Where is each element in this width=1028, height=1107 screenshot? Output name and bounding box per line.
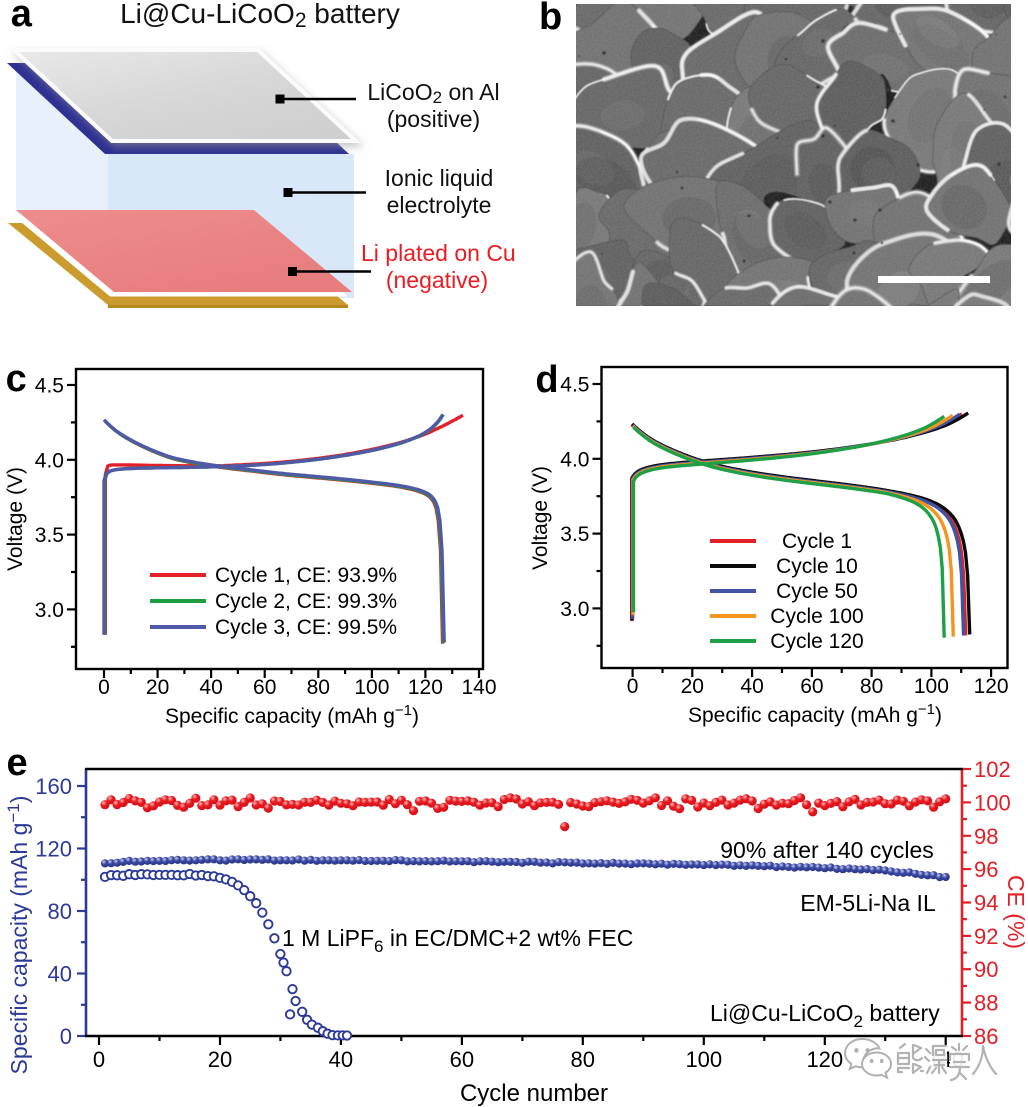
svg-text:Cycle 10: Cycle 10 xyxy=(776,555,858,578)
svg-text:100: 100 xyxy=(914,675,949,698)
svg-text:0: 0 xyxy=(98,676,110,699)
svg-text:Cycle 2, CE: 99.3%: Cycle 2, CE: 99.3% xyxy=(215,590,397,613)
svg-text:94: 94 xyxy=(974,891,998,916)
svg-text:90% after 140 cycles: 90% after 140 cycles xyxy=(720,837,934,863)
svg-text:120: 120 xyxy=(974,675,1009,698)
svg-text:80: 80 xyxy=(860,675,883,698)
svg-text:80: 80 xyxy=(48,899,72,924)
svg-text:40: 40 xyxy=(740,675,763,698)
svg-text:Li@Cu-LiCoO2 battery: Li@Cu-LiCoO2 battery xyxy=(710,1000,940,1031)
svg-text:20: 20 xyxy=(208,1047,232,1072)
svg-text:Cycle 100: Cycle 100 xyxy=(770,605,863,628)
svg-text:4.0: 4.0 xyxy=(35,449,64,472)
svg-text:4.0: 4.0 xyxy=(560,448,589,471)
svg-text:86: 86 xyxy=(974,1024,998,1049)
svg-text:88: 88 xyxy=(974,991,998,1016)
svg-text:Cycle 3, CE: 99.5%: Cycle 3, CE: 99.5% xyxy=(215,616,397,639)
svg-text:CE (%): CE (%) xyxy=(1003,875,1028,949)
svg-text:Cycle 120: Cycle 120 xyxy=(770,630,863,653)
svg-text:Specific capacity (mAh g−1): Specific capacity (mAh g−1) xyxy=(4,796,32,1075)
svg-text:90: 90 xyxy=(974,957,998,982)
svg-text:3.0: 3.0 xyxy=(560,598,589,621)
svg-text:60: 60 xyxy=(253,676,276,699)
svg-text:60: 60 xyxy=(800,675,823,698)
svg-text:120: 120 xyxy=(806,1047,843,1072)
svg-text:102: 102 xyxy=(974,757,1011,782)
svg-text:100: 100 xyxy=(354,676,389,699)
svg-text:4.5: 4.5 xyxy=(35,375,64,398)
svg-text:Specific capacity (mAh g−1): Specific capacity (mAh g−1) xyxy=(165,702,419,728)
svg-text:0: 0 xyxy=(627,675,639,698)
svg-text:3.5: 3.5 xyxy=(35,524,64,547)
svg-text:120: 120 xyxy=(408,676,443,699)
svg-text:4.5: 4.5 xyxy=(560,374,589,397)
svg-text:96: 96 xyxy=(974,857,998,882)
svg-text:100: 100 xyxy=(974,790,1011,815)
svg-text:140: 140 xyxy=(461,676,496,699)
svg-text:3.5: 3.5 xyxy=(560,523,589,546)
svg-text:120: 120 xyxy=(35,837,72,862)
svg-text:100: 100 xyxy=(685,1047,722,1072)
svg-text:160: 160 xyxy=(35,774,72,799)
svg-text:40: 40 xyxy=(199,676,222,699)
svg-text:Voltage (V): Voltage (V) xyxy=(4,467,27,571)
svg-text:Cycle 1, CE: 93.9%: Cycle 1, CE: 93.9% xyxy=(215,564,397,587)
svg-text:Cycle number: Cycle number xyxy=(460,1080,608,1107)
svg-text:40: 40 xyxy=(329,1047,353,1072)
svg-text:Voltage (V): Voltage (V) xyxy=(529,466,552,570)
svg-text:80: 80 xyxy=(571,1047,595,1072)
svg-text:40: 40 xyxy=(48,962,72,987)
svg-text:EM-5Li-Na IL: EM-5Li-Na IL xyxy=(800,890,936,916)
svg-text:60: 60 xyxy=(450,1047,474,1072)
svg-text:80: 80 xyxy=(307,676,330,699)
svg-text:0: 0 xyxy=(60,1024,72,1049)
svg-text:1 M LiPF6 in EC/DMC+2 wt% FEC: 1 M LiPF6 in EC/DMC+2 wt% FEC xyxy=(282,925,633,956)
svg-text:Cycle 1: Cycle 1 xyxy=(782,530,852,553)
svg-text:98: 98 xyxy=(974,824,998,849)
svg-text:Specific capacity (mAh g−1): Specific capacity (mAh g−1) xyxy=(688,701,942,727)
svg-text:3.0: 3.0 xyxy=(35,599,64,622)
svg-text:20: 20 xyxy=(146,676,169,699)
svg-text:92: 92 xyxy=(974,924,998,949)
svg-text:0: 0 xyxy=(93,1047,105,1072)
svg-text:Cycle 50: Cycle 50 xyxy=(776,580,858,603)
svg-text:20: 20 xyxy=(681,675,704,698)
